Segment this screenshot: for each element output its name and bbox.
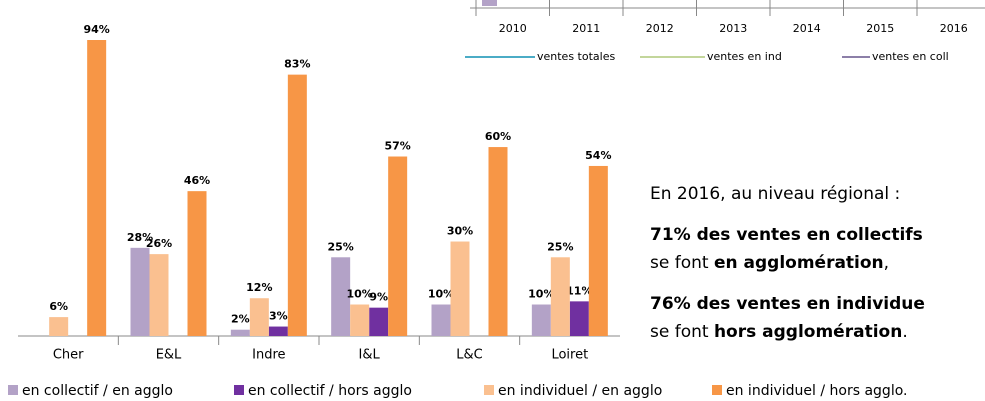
legend-label: en individuel / en agglo [498, 383, 662, 399]
inset-x-label: 2011 [572, 22, 600, 35]
bar [87, 40, 107, 336]
bar [331, 257, 351, 336]
data-label: 25% [547, 240, 573, 253]
text: se font [650, 253, 714, 273]
bar [431, 304, 451, 336]
bar [350, 304, 370, 336]
intro: En 2016, au niveau régional : [650, 184, 901, 204]
data-label: 9% [369, 291, 388, 304]
bar [149, 254, 169, 336]
inset-x-label: 2014 [793, 22, 821, 35]
data-label: 94% [83, 23, 109, 36]
paragraph: 71% des ventes en collectifs [650, 221, 925, 249]
inset-bar-remnant [482, 0, 497, 6]
legend-label: en collectif / en agglo [22, 383, 173, 399]
data-label: 54% [585, 149, 611, 162]
x-tick-label: I&L [359, 348, 381, 363]
data-label: 46% [184, 174, 210, 187]
data-label: 60% [485, 130, 511, 143]
data-label: 12% [246, 281, 272, 294]
x-tick-label: Loiret [551, 348, 588, 363]
bold-text: en agglomération [713, 253, 884, 273]
x-tick-label: Indre [252, 348, 285, 363]
inset-legend-label: ventes totales [537, 50, 615, 63]
bar [488, 147, 508, 336]
bar [249, 298, 269, 336]
bar [287, 74, 307, 336]
data-label: 11% [566, 284, 592, 297]
bar [550, 257, 570, 336]
bar [130, 247, 150, 336]
data-label: 10% [428, 288, 454, 301]
legend-swatch [712, 385, 722, 395]
bar [268, 326, 288, 336]
legend-swatch [484, 385, 494, 395]
data-label: 57% [384, 140, 410, 153]
paragraph: se font hors agglomération. [650, 318, 925, 346]
paragraph: se font en agglomération, [650, 249, 925, 277]
text-block: En 2016, au niveau régional : 71% des ve… [650, 180, 925, 346]
data-label: 30% [447, 225, 473, 238]
x-tick-label: L&C [456, 348, 482, 363]
x-tick-label: Cher [53, 348, 84, 363]
data-label: 2% [231, 313, 250, 326]
inset-x-label: 2015 [866, 22, 894, 35]
x-tick-label: E&L [156, 348, 182, 363]
bar [531, 304, 551, 336]
text: , [883, 253, 890, 273]
bar [369, 307, 389, 336]
bar [187, 191, 207, 336]
inset-x-label: 2016 [940, 22, 968, 35]
bar [388, 156, 408, 336]
legend-swatch [234, 385, 244, 395]
bold-text: 71% des ventes en collectifs [650, 225, 923, 245]
bar [230, 329, 250, 336]
inset-legend-label: ventes en ind [707, 50, 782, 63]
inset-x-label: 2013 [719, 22, 747, 35]
bar [49, 317, 69, 336]
data-label: 10% [528, 288, 554, 301]
inset-x-label: 2010 [499, 22, 527, 35]
legend-swatch [8, 385, 18, 395]
legend-label: en collectif / hors agglo [248, 383, 412, 399]
bar [450, 241, 470, 336]
inset-legend-label: ventes en coll [872, 50, 949, 63]
data-label: 3% [269, 310, 288, 323]
text: se font [650, 322, 714, 342]
data-label: 28% [127, 231, 153, 244]
paragraph: 76% des ventes en individue [650, 290, 925, 318]
data-label: 25% [327, 240, 353, 253]
data-label: 83% [284, 58, 310, 71]
legend-label: en individuel / hors agglo. [726, 383, 907, 399]
inset-x-label: 2012 [646, 22, 674, 35]
bold-text: 76% des ventes en individue [650, 294, 925, 314]
bar [569, 301, 589, 336]
data-label: 6% [49, 300, 68, 313]
text: . [902, 322, 908, 342]
data-label: 26% [146, 237, 172, 250]
data-label: 10% [346, 288, 372, 301]
bold-text: hors agglomération [713, 322, 903, 342]
bar [588, 165, 608, 336]
